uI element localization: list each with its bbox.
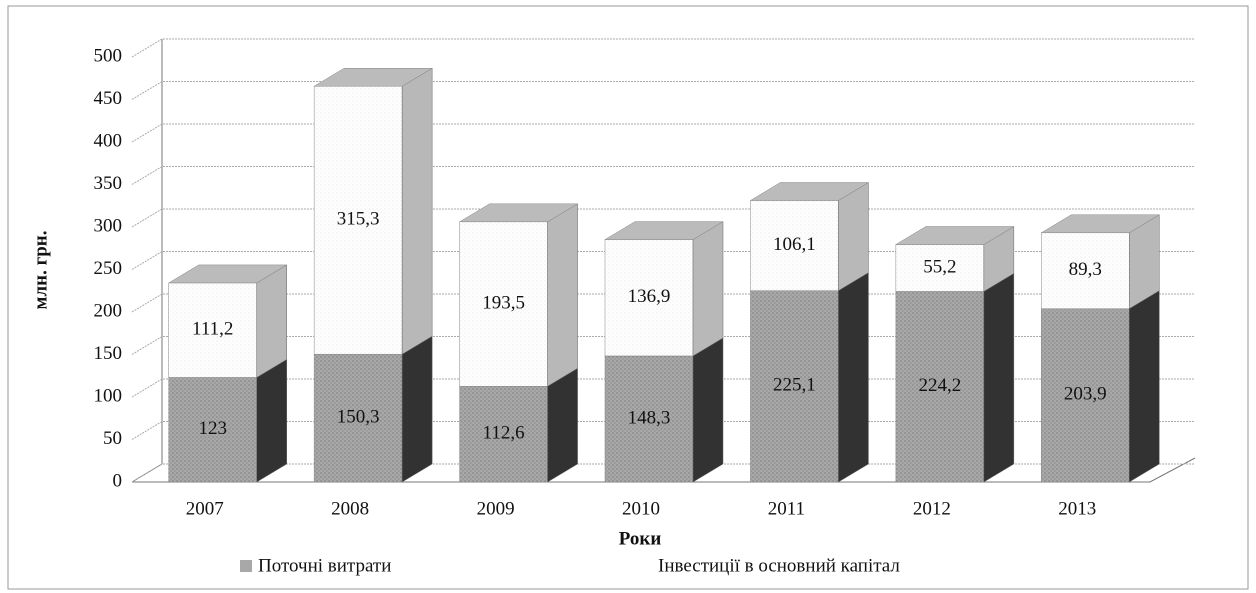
- bar-segment: [458, 203, 579, 387]
- bar-texture: [168, 377, 257, 482]
- y-tick-label: 200: [94, 300, 123, 321]
- value-label: 55,2: [923, 256, 956, 277]
- grid-line: [131, 38, 1195, 58]
- bar-texture: [895, 244, 984, 292]
- bar-side: [1129, 290, 1160, 483]
- bar-segment: [750, 272, 869, 483]
- bar-side: [838, 182, 869, 292]
- x-tick-label: 2007: [186, 498, 224, 519]
- bar-texture: [168, 282, 257, 378]
- y-tick-label: 500: [94, 45, 123, 66]
- x-tick-label: 2008: [331, 498, 369, 519]
- y-tick-label: 100: [94, 385, 123, 406]
- value-label: 89,3: [1069, 259, 1102, 280]
- bar-texture: [459, 221, 548, 387]
- bar-segment: [313, 67, 434, 355]
- grid-line: [131, 81, 1195, 100]
- x-tick-label: 2011: [768, 498, 805, 519]
- x-tick-label: 2009: [477, 498, 515, 519]
- bar-side: [692, 337, 724, 483]
- bar-side: [401, 67, 433, 355]
- value-label: 111,2: [192, 319, 233, 340]
- bar-segment: [895, 272, 1015, 483]
- legend-swatch: [640, 560, 652, 572]
- value-label: 136,9: [628, 286, 671, 307]
- bar-segment: [1040, 214, 1161, 310]
- bar-texture: [605, 239, 693, 356]
- bar-segment: [604, 221, 724, 357]
- y-tick-label: 300: [94, 215, 123, 236]
- bar-top: [167, 264, 288, 284]
- value-label: 224,2: [918, 375, 961, 396]
- bar-segment: [459, 367, 578, 483]
- bar-top: [458, 203, 579, 223]
- bar-texture: [314, 354, 403, 482]
- y-tick-label: 450: [94, 88, 123, 109]
- legend-label: Поточні витрати: [258, 555, 391, 576]
- bar-side: [256, 264, 287, 378]
- bar-side: [401, 335, 433, 483]
- y-tick-label: 50: [103, 428, 122, 449]
- bar-texture: [895, 291, 984, 482]
- bar-texture: [605, 355, 693, 482]
- bar-segment: [604, 337, 724, 483]
- bar-top: [604, 221, 724, 240]
- legend-label: Інвестиції в основний капітал: [658, 555, 900, 576]
- grid-line: [131, 123, 1195, 143]
- bar-segment: [313, 335, 433, 483]
- value-label: 148,3: [628, 407, 671, 428]
- x-tick-label: 2012: [913, 498, 951, 519]
- value-label: 150,3: [337, 406, 380, 427]
- bar-side: [983, 272, 1015, 483]
- bar-segment: [894, 226, 1015, 292]
- bar-top: [313, 67, 434, 87]
- value-label: 106,1: [773, 234, 816, 255]
- bar-texture: [459, 386, 548, 482]
- bar-texture: [314, 86, 403, 355]
- y-tick-label: 250: [94, 258, 123, 279]
- y-tick-label: 400: [94, 130, 123, 151]
- legend-swatch: [240, 560, 252, 572]
- bar-texture: [750, 200, 839, 291]
- x-tick-label: 2010: [622, 498, 660, 519]
- bar-segment: [1041, 290, 1160, 483]
- bar-top: [749, 182, 870, 201]
- bar-side: [547, 203, 578, 387]
- value-label: 123: [198, 418, 227, 439]
- grid-line: [131, 166, 1195, 185]
- y-tick-label: 150: [94, 343, 123, 364]
- frame: [7, 5, 1249, 590]
- bar-segment: [168, 359, 287, 483]
- bar-top: [894, 226, 1015, 245]
- bar-texture: [1041, 308, 1130, 482]
- bar-side: [838, 272, 869, 483]
- value-label: 203,9: [1064, 384, 1107, 405]
- x-axis-label: Роки: [619, 528, 662, 549]
- bar-side: [256, 359, 287, 483]
- bar-top: [1040, 214, 1161, 234]
- bar-texture: [750, 290, 839, 482]
- y-tick-label: 0: [113, 470, 123, 491]
- bar-side: [547, 367, 578, 483]
- value-label: 225,1: [773, 375, 816, 396]
- value-label: 315,3: [337, 209, 380, 230]
- x-tick-label: 2013: [1058, 498, 1096, 519]
- bar-side: [692, 221, 724, 357]
- y-tick-label: 350: [94, 173, 123, 194]
- bar-texture: [1041, 232, 1130, 309]
- value-label: 112,6: [483, 423, 525, 444]
- y-axis: [131, 39, 163, 483]
- value-label: 193,5: [482, 292, 525, 313]
- y-axis-label: млн. грн.: [30, 231, 51, 310]
- bar-segment: [749, 182, 870, 292]
- bar-segment: [167, 264, 288, 378]
